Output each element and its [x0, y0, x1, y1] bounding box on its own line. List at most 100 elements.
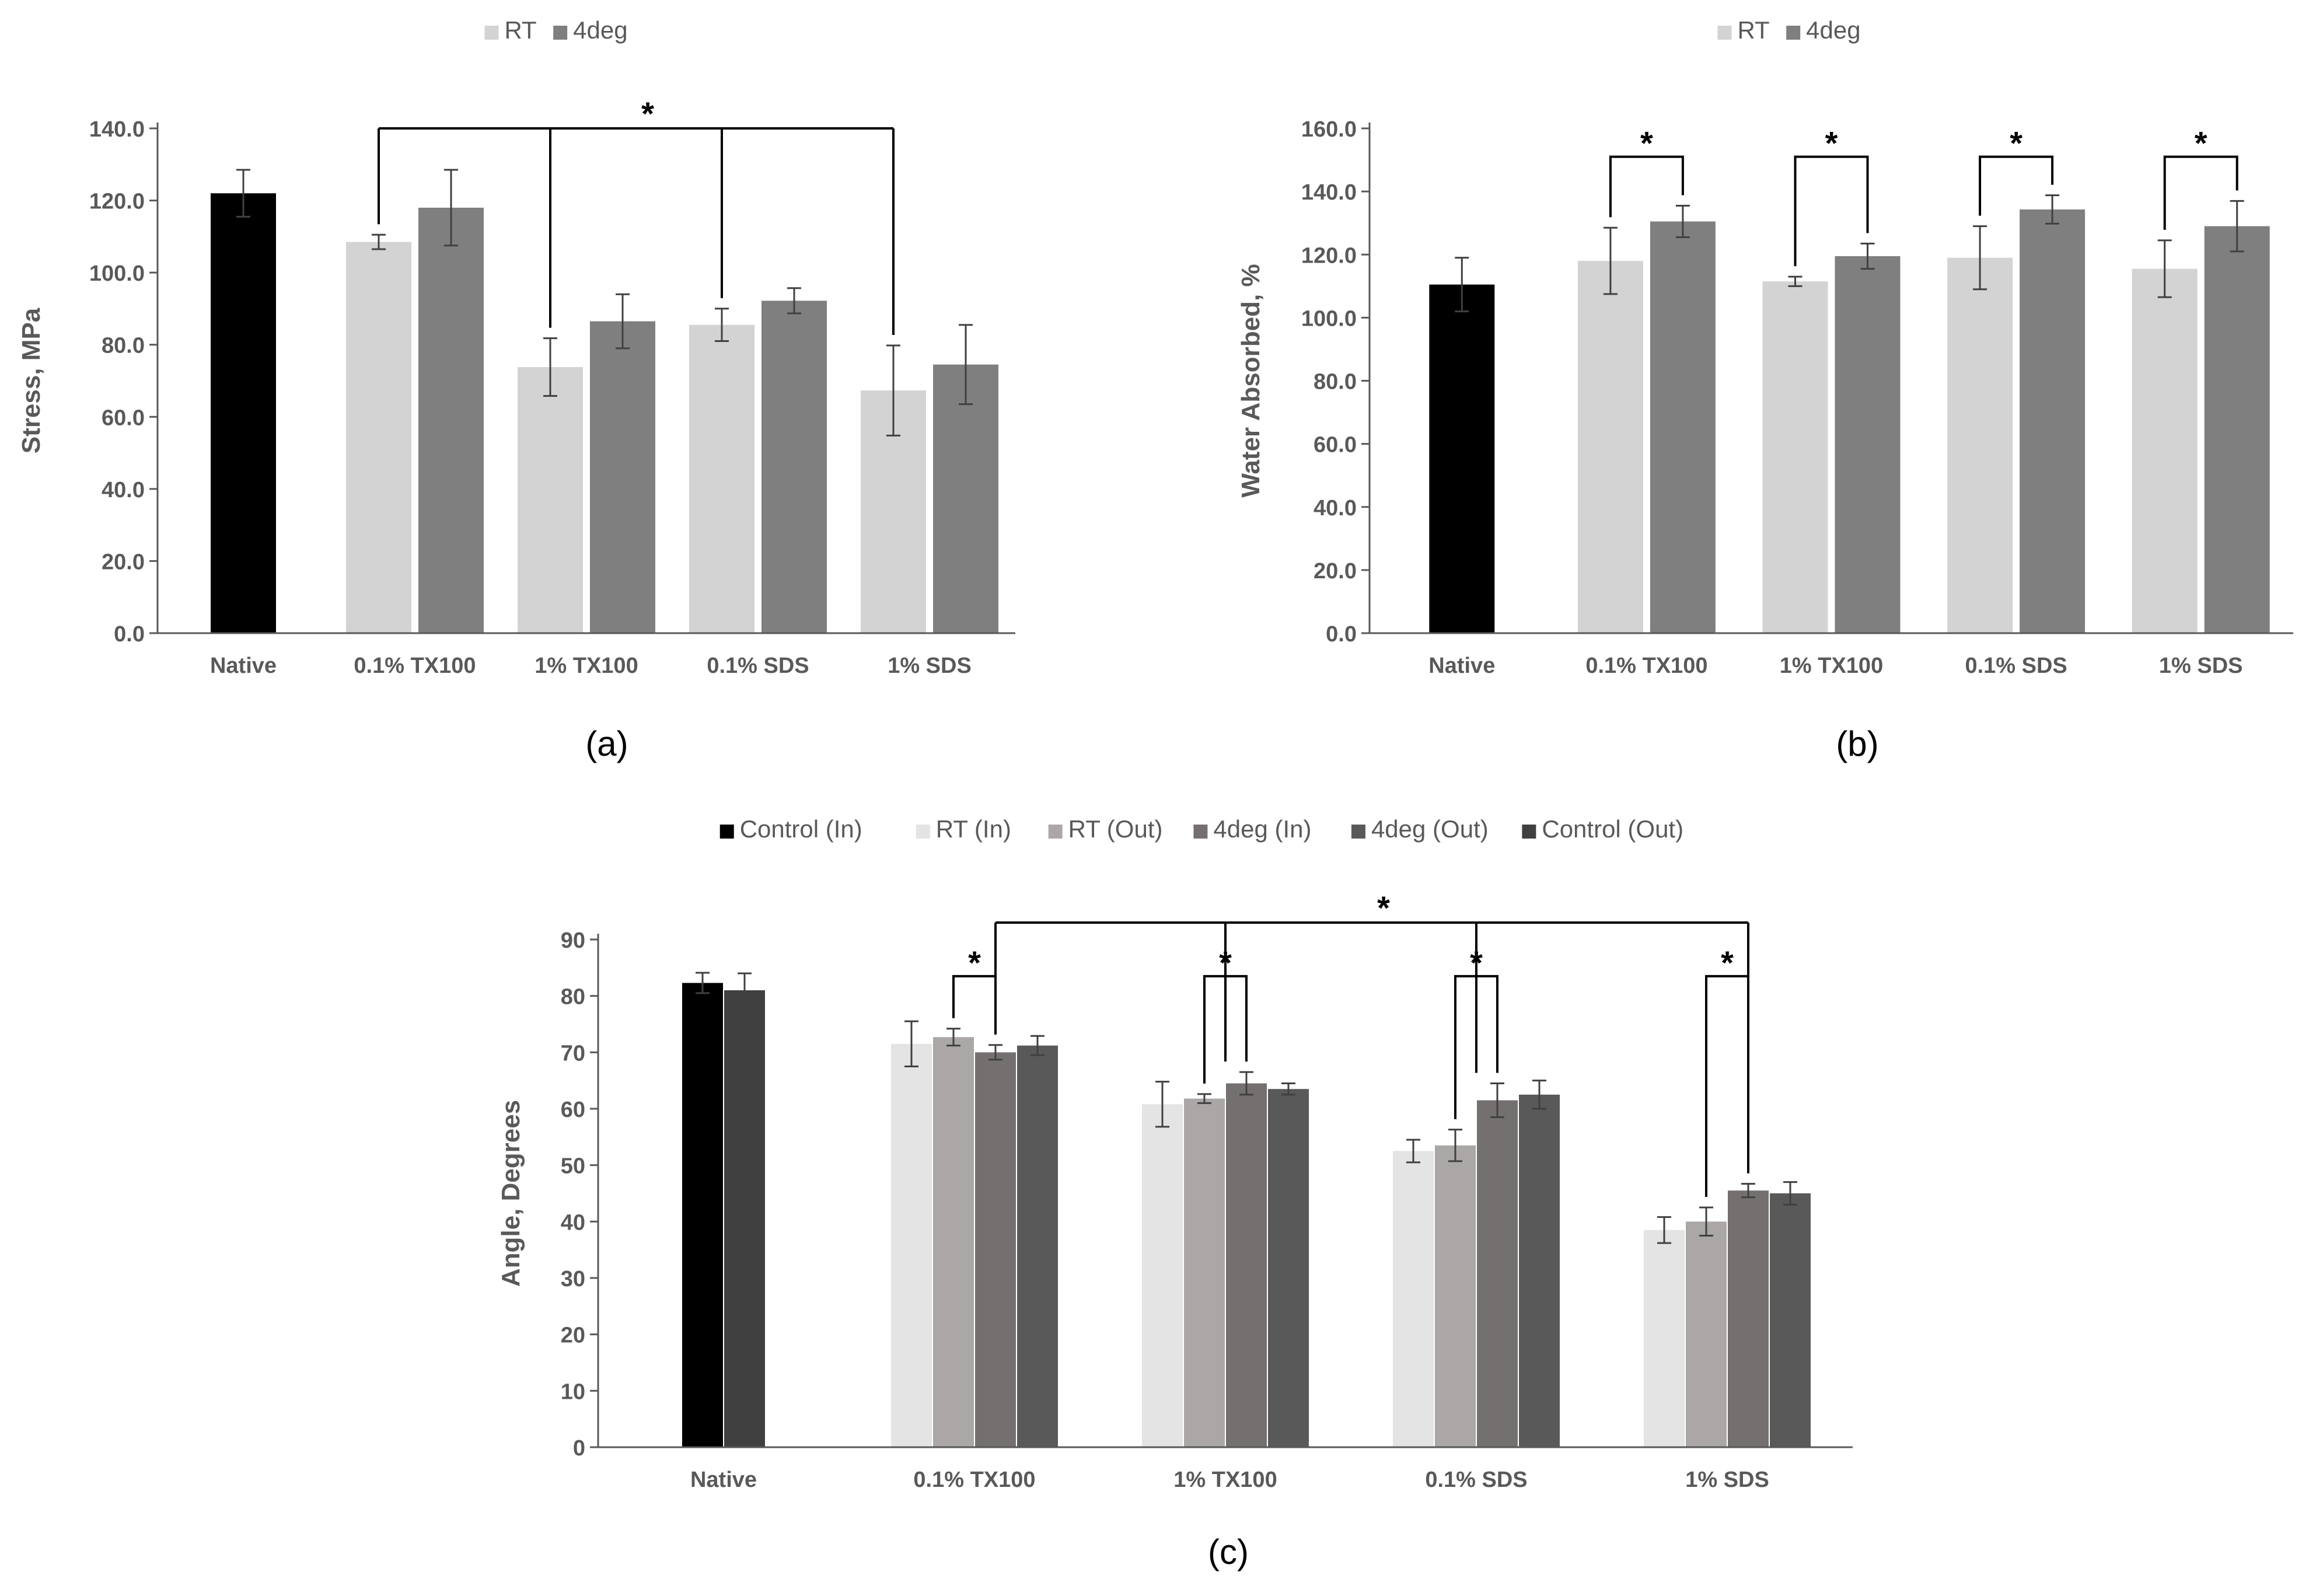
x-tick-label: 1% SDS [2159, 654, 2243, 678]
significance-star: * [2010, 125, 2022, 162]
bar [761, 301, 827, 633]
bar [2205, 226, 2270, 633]
legend-label: 4deg [573, 16, 627, 44]
y-tick-label: 10 [561, 1380, 585, 1404]
bar [1429, 285, 1494, 633]
legend: RT 4deg [1717, 16, 1860, 44]
y-tick-label: 0 [573, 1436, 585, 1461]
y-tick-label: 80.0 [1314, 370, 1357, 394]
x-tick-label: Native [690, 1468, 757, 1492]
y-tick-label: 0.0 [1326, 622, 1357, 647]
legend: RT 4deg [484, 16, 627, 44]
bar [1268, 1089, 1309, 1447]
y-tick-label: 40.0 [1314, 496, 1357, 521]
y-tick-label: 80.0 [102, 334, 145, 358]
bar [518, 367, 583, 633]
chart-b: 0.020.040.060.080.0100.0120.0140.0160.0N… [1236, 16, 2293, 763]
legend-swatch [916, 825, 930, 839]
y-tick-label: 60.0 [102, 406, 145, 430]
bar [1763, 281, 1828, 633]
bar [689, 325, 754, 633]
y-tick-label: 120.0 [1301, 243, 1357, 268]
legend-label: Control (Out) [1542, 815, 1683, 843]
bar [1477, 1101, 1518, 1448]
bar [1770, 1193, 1811, 1447]
significance-bracket: * [1980, 125, 2052, 216]
significance-star: * [641, 95, 654, 132]
x-tick-label: 1% TX100 [535, 654, 638, 678]
y-tick-label: 70 [561, 1041, 585, 1066]
bar [1393, 1151, 1434, 1448]
y-axis-label: Stress, MPa [17, 308, 46, 453]
bar [1142, 1104, 1183, 1447]
legend-swatch [484, 26, 498, 40]
x-tick-label: 0.1% SDS [1425, 1468, 1527, 1492]
x-tick-label: 1% TX100 [1780, 654, 1883, 678]
bar [724, 990, 765, 1447]
y-tick-label: 140.0 [89, 117, 145, 142]
significance-star: * [2195, 125, 2207, 162]
significance-bracket: * [2165, 125, 2237, 230]
panel-label: (a) [585, 724, 628, 763]
significance-star: * [1470, 944, 1483, 981]
x-tick-label: 1% SDS [1685, 1468, 1769, 1492]
legend-label: RT (In) [936, 815, 1011, 843]
y-tick-label: 0.0 [114, 622, 145, 647]
x-tick-label: 1% SDS [888, 654, 972, 678]
x-tick-label: 0.1% SDS [1965, 654, 2067, 678]
significance-bracket: * [995, 889, 1748, 1174]
y-tick-label: 100.0 [89, 261, 145, 286]
y-tick-label: 60 [561, 1098, 585, 1122]
legend-label: 4deg [1806, 16, 1860, 44]
chart-c: 0 10 20 30 40 50 60 70 80 90 Native 0.1% TX100 1% TX… [497, 815, 1853, 1571]
significance-star: * [1640, 125, 1653, 162]
significance-star: * [1825, 125, 1838, 162]
bar [1226, 1084, 1267, 1448]
y-tick-label: 40.0 [102, 478, 145, 502]
bar [1644, 1230, 1685, 1447]
bar [1578, 261, 1643, 633]
bar [1686, 1221, 1727, 1447]
significance-star: * [1219, 944, 1232, 981]
significance-bracket: * [1795, 125, 1868, 266]
bar [891, 1044, 932, 1447]
legend-swatch [1522, 825, 1536, 839]
bar [1519, 1095, 1560, 1447]
x-tick-label: Native [1428, 654, 1495, 678]
legend-label: RT [504, 16, 536, 44]
bar [933, 1037, 974, 1447]
y-tick-label: 100.0 [1301, 306, 1357, 331]
x-tick-label: Native [210, 654, 277, 678]
y-tick-label: 20.0 [1314, 559, 1357, 584]
legend-label: RT (Out) [1068, 815, 1163, 843]
legend-label: 4deg (Out) [1371, 815, 1489, 843]
legend-swatch [1786, 26, 1800, 40]
bar [590, 322, 655, 633]
y-tick-label: 80 [561, 985, 585, 1010]
y-tick-label: 30 [561, 1267, 585, 1291]
bar [682, 983, 723, 1447]
significance-star: * [968, 944, 981, 981]
significance-bracket: * [1706, 944, 1748, 1197]
x-tick-label: 1% TX100 [1173, 1468, 1277, 1492]
x-tick-label: 0.1% TX100 [354, 654, 476, 678]
y-tick-label: 90 [561, 928, 585, 953]
significance-star: * [1377, 889, 1390, 926]
x-tick-label: 0.1% TX100 [913, 1468, 1035, 1492]
panel-label: (c) [1208, 1532, 1249, 1571]
y-tick-label: 20 [561, 1323, 585, 1348]
legend-swatch [1717, 26, 1731, 40]
significance-bracket: * [1611, 125, 1683, 218]
legend-swatch [553, 26, 567, 40]
y-tick-label: 40 [561, 1210, 585, 1235]
bar [1435, 1146, 1476, 1447]
bar [1184, 1099, 1225, 1447]
y-axis-label: Angle, Degrees [497, 1100, 525, 1287]
bar [1728, 1190, 1769, 1447]
y-tick-label: 140.0 [1301, 180, 1357, 205]
bar [1017, 1046, 1058, 1447]
significance-bracket: * [953, 944, 995, 1035]
bar [346, 242, 411, 633]
panel-label: (b) [1836, 724, 1878, 763]
bar [2132, 269, 2198, 633]
